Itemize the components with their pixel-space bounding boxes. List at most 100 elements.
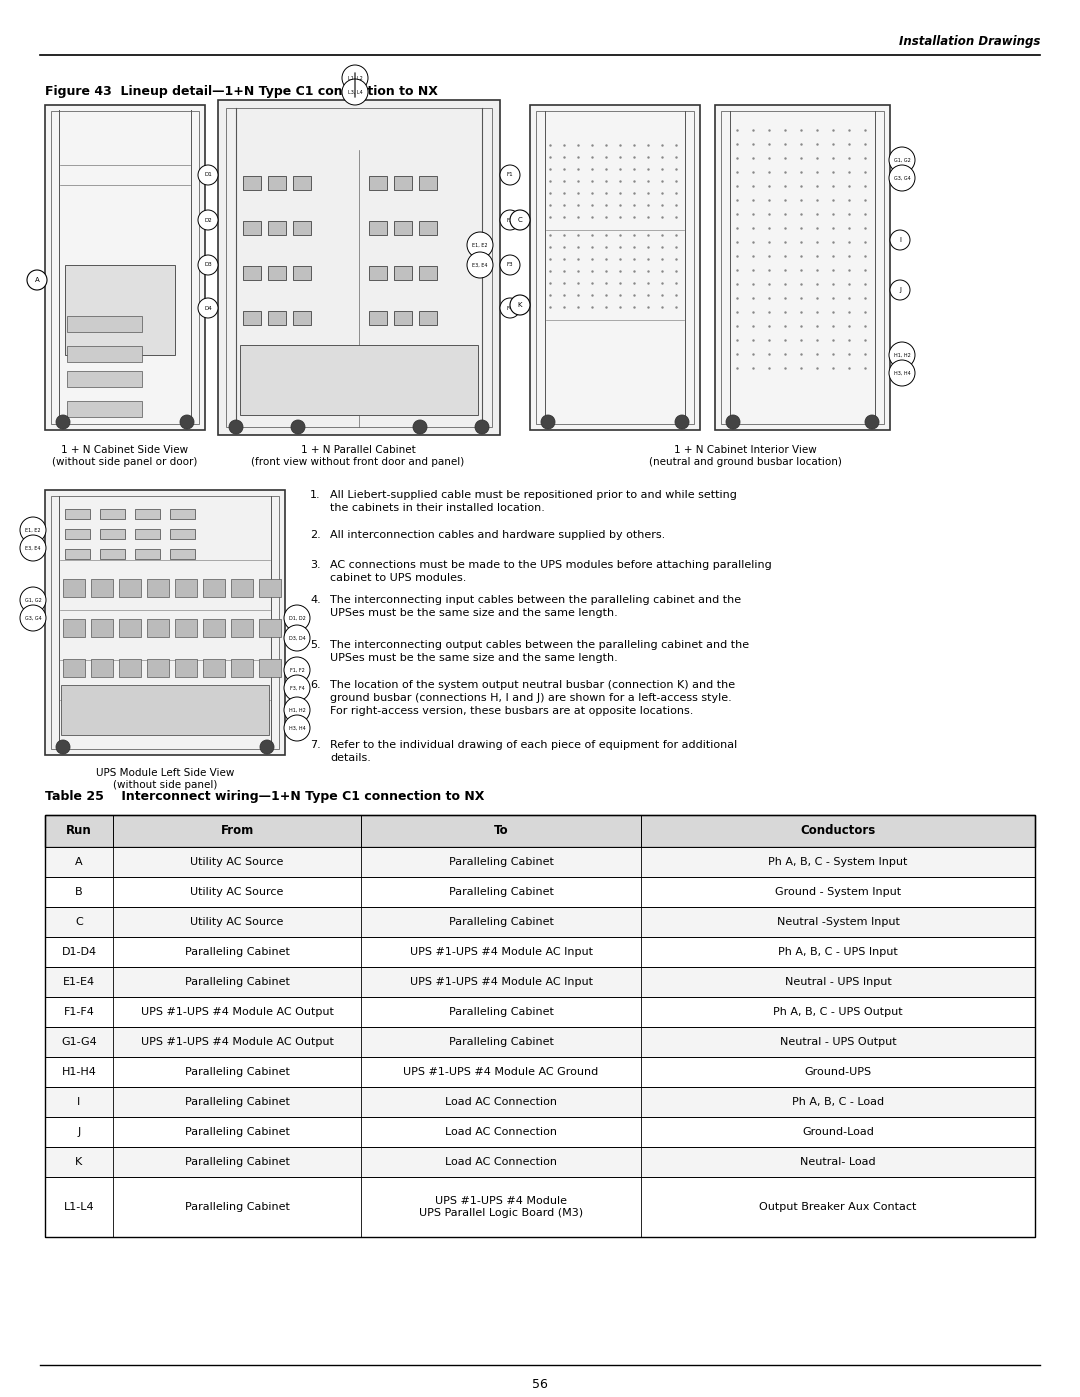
Text: UPS Module Left Side View
(without side panel): UPS Module Left Side View (without side …	[96, 768, 234, 789]
Bar	[240, 345, 478, 415]
Text: H1, H2: H1, H2	[893, 352, 910, 358]
Circle shape	[342, 80, 368, 105]
Text: 1.: 1.	[310, 490, 321, 500]
Text: 2.: 2.	[310, 529, 321, 541]
Bar	[419, 176, 437, 190]
Text: I: I	[78, 1097, 81, 1106]
Text: UPS #1-UPS #4 Module AC Input: UPS #1-UPS #4 Module AC Input	[409, 947, 593, 957]
Bar	[119, 619, 141, 637]
Text: B: B	[76, 887, 83, 897]
Circle shape	[510, 210, 530, 231]
Text: Neutral - UPS Output: Neutral - UPS Output	[780, 1037, 896, 1046]
Text: Figure 43  Lineup detail—1+N Type C1 connection to NX: Figure 43 Lineup detail—1+N Type C1 conn…	[45, 85, 437, 98]
Bar	[175, 619, 197, 637]
Circle shape	[198, 210, 218, 231]
Text: Run: Run	[66, 824, 92, 837]
Bar	[100, 509, 125, 520]
Text: L1-L4: L1-L4	[64, 1201, 94, 1213]
Bar	[67, 372, 141, 387]
Text: C: C	[76, 916, 83, 928]
Text: Output Breaker Aux Contact: Output Breaker Aux Contact	[759, 1201, 917, 1213]
Text: D4: D4	[204, 306, 212, 310]
Bar	[91, 619, 113, 637]
Text: Paralleling Cabinet: Paralleling Cabinet	[185, 977, 289, 988]
Bar	[721, 110, 885, 425]
Bar	[45, 1087, 1035, 1118]
Bar	[147, 659, 168, 678]
Circle shape	[198, 298, 218, 319]
Bar	[45, 814, 1035, 847]
Text: Paralleling Cabinet: Paralleling Cabinet	[185, 1067, 289, 1077]
Text: A: A	[76, 856, 83, 868]
Circle shape	[413, 420, 427, 434]
Bar	[394, 265, 411, 279]
Text: G1, G2: G1, G2	[25, 598, 41, 602]
Text: G1-G4: G1-G4	[62, 1037, 97, 1046]
Text: E1, E2: E1, E2	[472, 243, 488, 247]
Circle shape	[229, 420, 243, 434]
Circle shape	[500, 210, 519, 231]
Text: Ground - System Input: Ground - System Input	[775, 887, 901, 897]
Text: F1: F1	[507, 172, 513, 177]
Text: F1, F2: F1, F2	[289, 668, 305, 672]
Bar	[268, 265, 286, 279]
Circle shape	[889, 342, 915, 367]
Text: K: K	[517, 302, 523, 307]
Bar	[45, 1147, 1035, 1178]
Bar	[45, 937, 1035, 967]
Text: F2: F2	[507, 218, 513, 222]
Bar	[394, 312, 411, 326]
Circle shape	[198, 165, 218, 184]
Text: 1 + N Cabinet Interior View
(neutral and ground busbar location): 1 + N Cabinet Interior View (neutral and…	[649, 446, 841, 467]
Bar	[203, 659, 225, 678]
Text: H1-H4: H1-H4	[62, 1067, 96, 1077]
Bar	[91, 659, 113, 678]
Text: E1-E4: E1-E4	[63, 977, 95, 988]
Circle shape	[180, 415, 194, 429]
Circle shape	[675, 415, 689, 429]
Text: D1: D1	[204, 172, 212, 177]
Text: L3, L4: L3, L4	[348, 89, 363, 95]
Circle shape	[467, 251, 492, 278]
Circle shape	[21, 587, 46, 613]
Text: AC connections must be made to the UPS modules before attaching paralleling
cabi: AC connections must be made to the UPS m…	[330, 560, 772, 583]
Text: Load AC Connection: Load AC Connection	[445, 1157, 557, 1166]
Text: Paralleling Cabinet: Paralleling Cabinet	[448, 887, 553, 897]
Text: F3, F4: F3, F4	[289, 686, 305, 690]
Text: G3, G4: G3, G4	[893, 176, 910, 180]
Text: F1-F4: F1-F4	[64, 1007, 94, 1017]
Circle shape	[284, 697, 310, 724]
Text: UPS #1-UPS #4 Module AC Output: UPS #1-UPS #4 Module AC Output	[140, 1037, 334, 1046]
Text: Paralleling Cabinet: Paralleling Cabinet	[448, 916, 553, 928]
Bar	[45, 814, 1035, 1236]
Text: E1, E2: E1, E2	[25, 528, 41, 532]
Text: H3, H4: H3, H4	[893, 370, 910, 376]
Circle shape	[500, 298, 519, 319]
Bar	[419, 265, 437, 279]
Text: G3, G4: G3, G4	[25, 616, 41, 620]
Bar	[170, 529, 195, 539]
Text: G1, G2: G1, G2	[893, 158, 910, 162]
Bar	[65, 549, 90, 559]
Bar	[394, 221, 411, 235]
Circle shape	[889, 147, 915, 173]
Text: All interconnection cables and hardware supplied by others.: All interconnection cables and hardware …	[330, 529, 665, 541]
Text: The interconnecting input cables between the paralleling cabinet and the
UPSes m: The interconnecting input cables between…	[330, 595, 741, 617]
Text: Conductors: Conductors	[800, 824, 876, 837]
Text: Paralleling Cabinet: Paralleling Cabinet	[448, 856, 553, 868]
Bar	[243, 176, 261, 190]
Text: Ph A, B, C - Load: Ph A, B, C - Load	[792, 1097, 885, 1106]
Bar	[293, 176, 311, 190]
Bar	[45, 847, 1035, 877]
Text: C: C	[517, 217, 523, 224]
Bar	[63, 619, 85, 637]
Circle shape	[865, 415, 879, 429]
Bar	[51, 496, 279, 749]
Bar	[259, 619, 281, 637]
Text: E3, E4: E3, E4	[25, 545, 41, 550]
Circle shape	[284, 605, 310, 631]
Text: From: From	[220, 824, 254, 837]
Text: Utility AC Source: Utility AC Source	[190, 916, 284, 928]
Circle shape	[284, 624, 310, 651]
Bar	[536, 110, 694, 425]
